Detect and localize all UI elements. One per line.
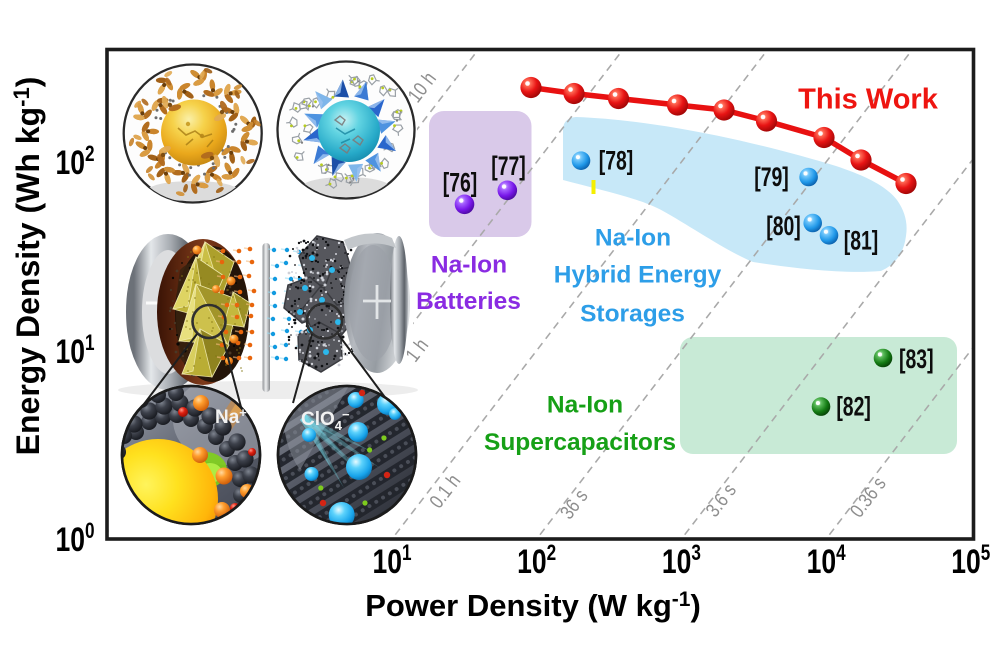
svg-text:ClO4−: ClO4− xyxy=(301,407,350,433)
svg-text:[76]: [76] xyxy=(443,168,478,198)
svg-text:[79]: [79] xyxy=(754,162,789,192)
svg-text:[81]: [81] xyxy=(844,226,879,256)
svg-text:101: 101 xyxy=(372,541,411,581)
svg-text:[82]: [82] xyxy=(836,392,871,422)
svg-text:Energy Density (Wh kg-1): Energy Density (Wh kg-1) xyxy=(9,77,46,456)
svg-text:[78]: [78] xyxy=(599,146,634,176)
svg-text:Na+: Na+ xyxy=(215,405,247,428)
svg-text:Na-Ion: Na-Ion xyxy=(595,225,671,252)
svg-text:Batteries: Batteries xyxy=(416,288,521,315)
svg-text:Supercapacitors: Supercapacitors xyxy=(484,429,676,456)
svg-text:[83]: [83] xyxy=(899,344,934,374)
svg-text:Na-Ion: Na-Ion xyxy=(547,391,623,418)
svg-text:[77]: [77] xyxy=(491,151,526,181)
svg-text:Na-Ion: Na-Ion xyxy=(431,252,507,279)
svg-text:[80]: [80] xyxy=(766,211,801,241)
svg-text:Hybrid Energy: Hybrid Energy xyxy=(554,262,722,289)
svg-text:Power Density (W kg-1): Power Density (W kg-1) xyxy=(365,588,701,623)
svg-text:Storages: Storages xyxy=(580,301,685,328)
svg-text:This Work: This Work xyxy=(798,84,939,116)
